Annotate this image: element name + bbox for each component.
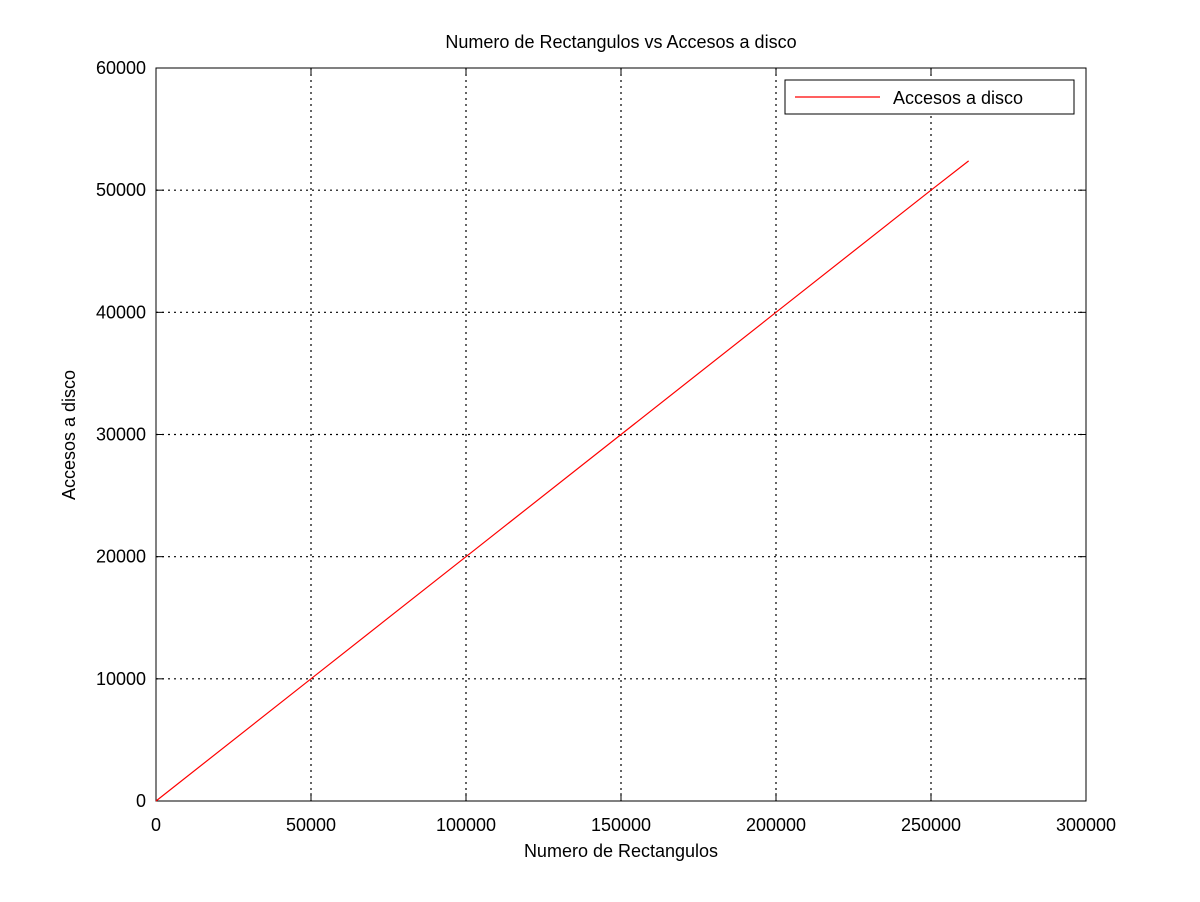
y-tick-label: 50000 <box>96 180 146 200</box>
x-tick-label: 100000 <box>436 815 496 835</box>
x-tick-label: 50000 <box>286 815 336 835</box>
x-axis-label: Numero de Rectangulos <box>524 841 718 861</box>
y-tick-label: 0 <box>136 791 146 811</box>
series-layer <box>155 160 970 802</box>
x-tick-label: 200000 <box>746 815 806 835</box>
x-tick-label: 0 <box>151 815 161 835</box>
axis-tick-labels: 0 50000 100000 150000 200000 250000 300000 0 100… <box>96 58 1116 835</box>
y-tick-label: 10000 <box>96 669 146 689</box>
axis-ticks <box>155 67 1087 802</box>
chart-title: Numero de Rectangulos vs Accesos a disco <box>445 32 796 52</box>
x-tick-label: 250000 <box>901 815 961 835</box>
y-axis-label: Accesos a disco <box>59 370 79 500</box>
legend-label-accesos-a-disco: Accesos a disco <box>893 88 1023 108</box>
x-tick-label: 300000 <box>1056 815 1116 835</box>
x-tick-label: 150000 <box>591 815 651 835</box>
y-tick-label: 30000 <box>96 425 146 445</box>
y-tick-label: 60000 <box>96 58 146 78</box>
y-tick-label: 20000 <box>96 547 146 567</box>
y-tick-label: 40000 <box>96 302 146 322</box>
series-line-accesos-a-disco <box>155 160 970 802</box>
legend: Accesos a disco <box>784 79 1075 115</box>
